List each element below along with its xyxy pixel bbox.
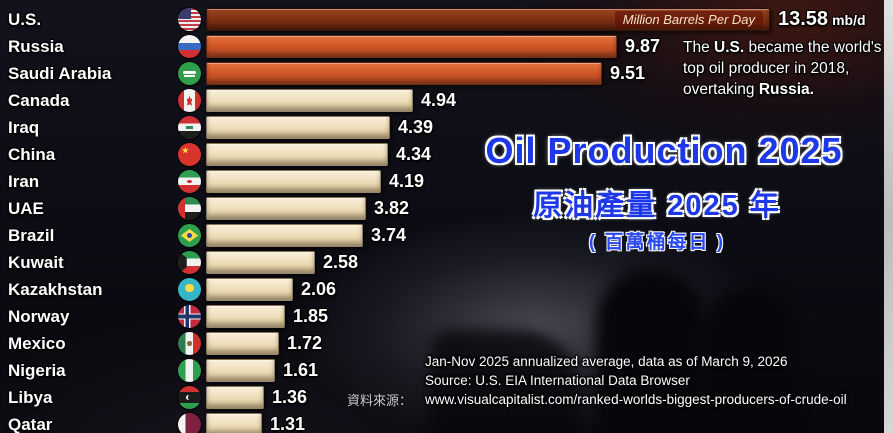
bar-brazil — [206, 224, 363, 247]
country-label: U.S. — [8, 9, 42, 29]
country-label: Brazil — [8, 225, 55, 245]
value-label: 1.85 — [293, 306, 329, 326]
background-silhouette — [596, 268, 706, 433]
bar-mexico — [206, 332, 279, 355]
right-edge-strip — [884, 0, 893, 433]
bar-saudi-arabia — [206, 62, 602, 85]
libya-flag-icon — [178, 386, 201, 409]
country-row: China 4.34 — [0, 141, 893, 168]
value-label: 9.51 — [610, 63, 646, 83]
saudi-arabia-flag-icon — [178, 62, 201, 85]
uae-flag-icon — [178, 197, 201, 220]
value-label: 1.61 — [283, 360, 319, 380]
iraq-flag-icon — [178, 116, 201, 139]
value-label: 4.19 — [389, 171, 425, 191]
iran-flag-icon — [178, 170, 201, 193]
country-row: Saudi Arabia 9.51 — [0, 60, 893, 87]
bar-chart: U.S. Million Barrels Per Day 13.58 mb/d R… — [0, 6, 893, 433]
country-label: China — [8, 144, 56, 164]
value-label: 4.39 — [398, 117, 434, 137]
kuwait-flag-icon — [178, 251, 201, 274]
country-label: Kuwait — [8, 252, 64, 272]
bar-kazakhstan — [206, 278, 293, 301]
country-label: Nigeria — [8, 360, 66, 380]
chart-subtitle-chinese: ( 百萬桶每日 ) — [588, 232, 726, 253]
country-label: Libya — [8, 387, 53, 407]
country-row: Mexico 1.72 — [0, 330, 893, 357]
annotation-text: The U.S. became the world's top oil prod… — [683, 39, 882, 98]
bar-uae — [206, 197, 366, 220]
country-label: Saudi Arabia — [8, 63, 112, 83]
country-row: Kazakhstan 2.06 — [0, 276, 893, 303]
country-row: Iran 4.19 — [0, 168, 893, 195]
country-label: Norway — [8, 306, 70, 326]
country-label: Kazakhstan — [8, 279, 103, 299]
background-silhouette — [700, 286, 796, 433]
country-row: Iraq 4.39 — [0, 114, 893, 141]
bar-kuwait — [206, 251, 315, 274]
qatar-flag-icon — [178, 413, 201, 433]
us-flag-icon — [178, 8, 201, 31]
bar-iran — [206, 170, 381, 193]
value-label: 9.87 — [625, 36, 661, 56]
value-label: 2.58 — [323, 252, 359, 272]
mexico-flag-icon — [178, 332, 201, 355]
country-label: Iraq — [8, 117, 40, 137]
footer-notes: Jan-Nov 2025 annualized average, data as… — [425, 352, 847, 409]
bar-us: Million Barrels Per Day — [206, 8, 770, 31]
value-label: 3.82 — [374, 198, 410, 218]
china-flag-icon — [178, 143, 201, 166]
source-watermark: 資料來源： — [347, 393, 413, 408]
value-label: 1.31 — [270, 414, 306, 433]
country-label: Qatar — [8, 414, 53, 433]
background-silhouette — [430, 330, 580, 433]
bar-qatar — [206, 413, 262, 433]
unit-label: Million Barrels Per Day — [614, 11, 763, 28]
country-row: Norway 1.85 — [0, 303, 893, 330]
country-row: Russia 9.87 — [0, 33, 893, 60]
footer-line-3: www.visualcapitalist.com/ranked-worlds-b… — [425, 392, 847, 407]
bar-libya — [206, 386, 264, 409]
value-label: 2.06 — [301, 279, 337, 299]
russia-flag-icon — [178, 35, 201, 58]
kazakhstan-flag-icon — [178, 278, 201, 301]
norway-flag-icon — [178, 305, 201, 328]
country-label: UAE — [8, 198, 44, 218]
country-row: UAE 3.82 — [0, 195, 893, 222]
footer-line-1: Jan-Nov 2025 annualized average, data as… — [425, 354, 788, 369]
country-row: Nigeria 1.61 — [0, 357, 893, 384]
country-label: Mexico — [8, 333, 66, 353]
country-row: Kuwait 2.58 — [0, 249, 893, 276]
nigeria-flag-icon — [178, 359, 201, 382]
brazil-flag-icon — [178, 224, 201, 247]
value-label: 1.72 — [287, 333, 323, 353]
country-row: Libya 1.36 — [0, 384, 893, 411]
chart-title-chinese: 原油產量 2025 年 — [533, 190, 781, 222]
footer-line-2: Source: U.S. EIA International Data Brow… — [425, 373, 690, 388]
value-label: 1.36 — [272, 387, 308, 407]
bar-nigeria — [206, 359, 275, 382]
canada-flag-icon — [178, 89, 201, 112]
country-label: Iran — [8, 171, 40, 191]
country-row: Canada 4.94 — [0, 87, 893, 114]
value-label: 4.94 — [421, 90, 457, 110]
value-label: 13.58 mb/d — [778, 8, 866, 30]
country-row: Qatar 1.31 — [0, 411, 893, 433]
value-label: 3.74 — [371, 225, 407, 245]
unit-suffix: mb/d — [832, 12, 866, 28]
bar-china — [206, 143, 388, 166]
country-row: Brazil 3.74 — [0, 222, 893, 249]
bar-canada — [206, 89, 413, 112]
country-label: Russia — [8, 36, 64, 56]
value-label: 4.34 — [396, 144, 432, 164]
country-label: Canada — [8, 90, 70, 110]
bar-russia — [206, 35, 617, 58]
bar-iraq — [206, 116, 390, 139]
bar-norway — [206, 305, 285, 328]
country-row: U.S. Million Barrels Per Day 13.58 mb/d — [0, 6, 893, 33]
chart-title: Oil Production 2025 — [485, 130, 843, 171]
